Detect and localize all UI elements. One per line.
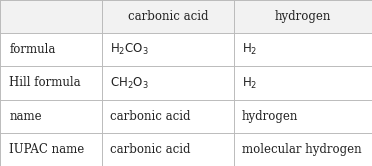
Bar bbox=[234, 33, 372, 66]
Bar bbox=[102, 33, 234, 66]
Bar bbox=[102, 133, 234, 166]
Bar bbox=[234, 133, 372, 166]
Text: hydrogen: hydrogen bbox=[275, 10, 331, 23]
Text: Hill formula: Hill formula bbox=[9, 77, 81, 89]
Text: carbonic acid: carbonic acid bbox=[110, 143, 190, 156]
Bar bbox=[234, 0, 372, 33]
Text: molecular hydrogen: molecular hydrogen bbox=[242, 143, 362, 156]
Bar bbox=[0, 133, 102, 166]
Text: carbonic acid: carbonic acid bbox=[110, 110, 190, 123]
Text: hydrogen: hydrogen bbox=[242, 110, 298, 123]
Text: $\mathrm{H}_{2}\mathrm{CO}_{3}$: $\mathrm{H}_{2}\mathrm{CO}_{3}$ bbox=[110, 42, 148, 57]
Bar bbox=[234, 66, 372, 100]
Text: carbonic acid: carbonic acid bbox=[128, 10, 209, 23]
Bar bbox=[0, 100, 102, 133]
Bar bbox=[102, 0, 234, 33]
Text: IUPAC name: IUPAC name bbox=[9, 143, 84, 156]
Bar bbox=[102, 100, 234, 133]
Bar bbox=[102, 66, 234, 100]
Text: $\mathrm{H}_{2}$: $\mathrm{H}_{2}$ bbox=[242, 42, 257, 57]
Text: $\mathrm{CH}_{2}\mathrm{O}_{3}$: $\mathrm{CH}_{2}\mathrm{O}_{3}$ bbox=[110, 76, 148, 90]
Text: name: name bbox=[9, 110, 42, 123]
Text: formula: formula bbox=[9, 43, 56, 56]
Text: $\mathrm{H}_{2}$: $\mathrm{H}_{2}$ bbox=[242, 76, 257, 90]
Bar bbox=[234, 100, 372, 133]
Bar bbox=[0, 66, 102, 100]
Bar bbox=[0, 33, 102, 66]
Bar bbox=[0, 0, 102, 33]
